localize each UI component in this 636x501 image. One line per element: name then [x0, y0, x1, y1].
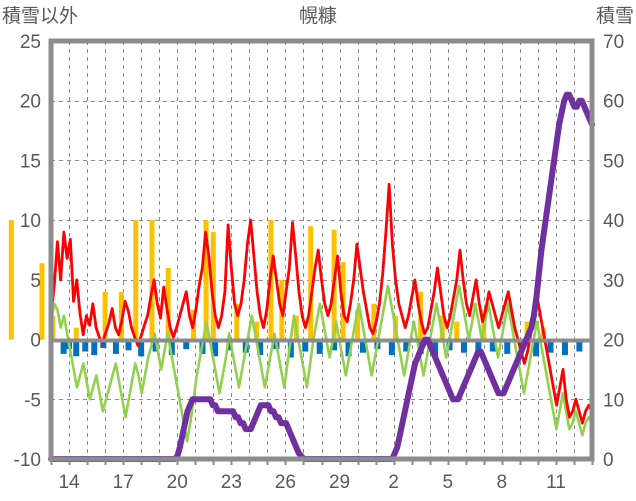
y-axis-tick-label: -10: [14, 450, 41, 471]
wind-bar: [475, 339, 482, 356]
wind-bar: [125, 339, 132, 351]
wind-bar: [359, 339, 366, 353]
x-axis-tick-label: 23: [221, 472, 242, 493]
x-axis-tick-label: 26: [275, 472, 296, 493]
precipitation-bar: [355, 309, 361, 340]
wind-bar: [533, 339, 540, 357]
y2-axis-tick-label: 60: [603, 92, 624, 113]
x-axis-tick-label: 11: [546, 472, 566, 493]
wind-bar: [432, 339, 439, 358]
wind-bar: [287, 339, 294, 358]
precipitation-bar: [8, 220, 14, 340]
precipitation-bar: [165, 267, 171, 340]
chart-plot-area: -10 -5 0 5 10 15 20 25 0 10 20 30 40 50 60 70 14 17 20 23 26…: [0, 24, 636, 501]
y-axis-tick-label: -5: [24, 390, 41, 411]
y-axis-tick-label: 20: [20, 92, 41, 113]
wind-bar: [302, 339, 309, 352]
precipitation-bar: [102, 291, 108, 340]
wind-bar: [345, 339, 352, 357]
precipitation-bar: [210, 232, 216, 340]
wind-bar: [91, 339, 98, 356]
x-axis-tick-label: 17: [113, 472, 134, 493]
x-axis-tick-label: 5: [442, 472, 453, 493]
precipitation-bar: [234, 303, 240, 340]
wind-bar: [504, 339, 511, 354]
wind-bar: [331, 339, 338, 351]
precipitation-bar: [149, 220, 155, 340]
wind-bar: [316, 339, 323, 354]
wind-bar: [112, 339, 119, 354]
wind-bar: [226, 339, 233, 351]
x-axis-tick-label: 20: [167, 472, 188, 493]
y2-axis-tick-label: 20: [603, 331, 624, 352]
y2-axis-tick-label: 0: [603, 450, 614, 471]
precipitation-bar: [371, 303, 377, 340]
y2-axis-tick-label: 10: [603, 390, 624, 411]
plot-background: [51, 41, 592, 459]
y-axis-tick-label: 0: [30, 331, 41, 352]
precipitation-bar: [133, 220, 139, 340]
wind-bar: [183, 339, 190, 350]
precipitation-bar: [308, 226, 314, 340]
wind-bar: [168, 339, 175, 356]
wind-bar: [138, 339, 145, 357]
x-axis-tick-label: 2: [388, 472, 399, 493]
y2-axis-tick-label: 30: [603, 271, 624, 292]
wind-bar: [576, 339, 583, 352]
y2-axis-tick-label: 70: [603, 32, 624, 53]
wind-bar: [82, 339, 89, 352]
wind-bar: [489, 339, 496, 352]
x-axis-tick-label: 29: [329, 472, 350, 493]
y2-axis-tick-label: 40: [603, 211, 624, 232]
x-axis-tick-label: 8: [497, 472, 508, 493]
wind-bar: [257, 339, 264, 356]
wind-bar: [73, 339, 80, 357]
precipitation-bar: [439, 315, 445, 340]
y-axis-tick-label: 10: [20, 211, 41, 232]
wind-bar: [212, 339, 219, 357]
wind-bar: [403, 339, 410, 352]
chart-title: 幌糠: [298, 6, 337, 27]
wind-bar: [561, 339, 568, 356]
precipitation-bar: [203, 220, 209, 340]
precipitation-bar: [254, 321, 260, 340]
series-temp-max-line: [49, 182, 594, 425]
precipitation-bar: [39, 263, 45, 340]
y-axis-tick-label: 25: [20, 32, 41, 53]
precipitation-bar: [454, 321, 460, 340]
wind-bar: [460, 339, 467, 353]
precipitation-bar: [73, 327, 79, 340]
y-axis-tick-label: 15: [20, 151, 41, 172]
y-axis-tick-label: 5: [30, 271, 41, 292]
wind-bar: [388, 339, 395, 356]
wind-bar: [547, 339, 554, 353]
right-axis-title: 積雪: [595, 6, 634, 27]
left-axis-title: 積雪以外: [2, 6, 79, 27]
series-temp-min-line: [49, 284, 594, 443]
wind-bar: [60, 339, 67, 354]
y2-axis-tick-label: 50: [603, 151, 624, 172]
x-axis-tick-label: 14: [58, 472, 80, 493]
